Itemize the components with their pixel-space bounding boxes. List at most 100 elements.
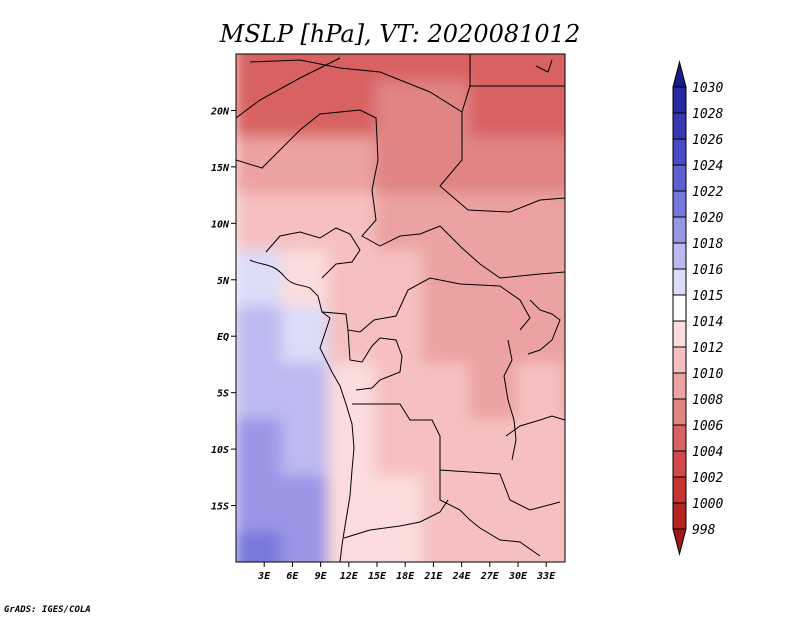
chart-title: MSLP [hPa], VT: 2020081012 <box>219 20 580 48</box>
field-cell <box>328 136 379 198</box>
field-cell <box>469 136 520 198</box>
y-tick-label: 20N <box>210 106 230 117</box>
x-tick-label: 3E <box>257 571 271 582</box>
colorbar-swatch <box>672 398 687 426</box>
field-cell <box>375 418 426 480</box>
field-cell <box>469 249 520 310</box>
field-cell <box>469 193 520 254</box>
x-tick-label: 24E <box>452 571 472 582</box>
y-tick-label: 10S <box>211 445 229 456</box>
field-cell <box>516 249 565 310</box>
field-cell <box>236 136 285 198</box>
field-cell <box>375 475 426 536</box>
field-cell <box>469 418 520 480</box>
field-cell <box>563 306 565 367</box>
country-borders <box>236 54 565 562</box>
field-cell <box>422 418 473 480</box>
field-cell <box>563 136 565 198</box>
x-tick-label: 15E <box>368 571 387 582</box>
field-cell <box>563 418 565 480</box>
field-cell <box>422 249 473 310</box>
field-cell <box>375 362 426 423</box>
colorbar-swatch <box>672 450 687 478</box>
field-cell <box>281 531 332 562</box>
field-cell <box>563 54 565 85</box>
field-cell <box>281 362 332 423</box>
field-cell <box>281 418 332 480</box>
colorbar-swatch <box>672 476 687 504</box>
field-cell <box>516 193 565 254</box>
x-tick-label: 9E <box>315 571 328 582</box>
field-cell <box>375 136 426 198</box>
field-cell <box>422 193 473 254</box>
field-cell <box>516 475 565 536</box>
colorbar-swatch <box>672 320 687 348</box>
field-cell <box>422 136 473 198</box>
grads-credit: GrADS: IGES/COLA <box>4 605 91 615</box>
colorbar-label: 1026 <box>692 133 723 148</box>
field-cell <box>422 80 473 141</box>
field-cell <box>328 362 379 423</box>
colorbar-swatch <box>672 112 687 140</box>
field-cell <box>236 306 285 367</box>
x-tick-label: 21E <box>423 571 443 582</box>
field-cell <box>236 80 285 141</box>
colorbar-swatch <box>672 164 687 192</box>
colorbar-swatch <box>672 242 687 270</box>
field-cell <box>375 54 426 85</box>
colorbar-swatch <box>672 190 687 218</box>
colorbar-label: 1004 <box>692 445 723 460</box>
field-cell <box>469 80 520 141</box>
colorbar-swatch <box>672 424 687 452</box>
field-cell <box>563 475 565 536</box>
field-cell <box>563 80 565 141</box>
field-cell <box>469 306 520 367</box>
colorbar: 1030 1028 1026 1024 1022 1020 1018 1016 1015 1014… <box>672 60 723 556</box>
field-cell <box>563 362 565 423</box>
field-cell <box>516 136 565 198</box>
field-cell <box>516 418 565 480</box>
colorbar-swatch <box>672 138 687 166</box>
pressure-field <box>236 54 565 562</box>
colorbar-label: 998 <box>692 523 716 538</box>
colorbar-swatch <box>672 216 687 244</box>
colorbar-swatch <box>672 268 687 296</box>
colorbar-label: 1018 <box>692 237 723 252</box>
field-cell <box>281 80 332 141</box>
field-cell <box>563 193 565 254</box>
field-cell <box>281 54 332 85</box>
field-cell <box>281 136 332 198</box>
colorbar-swatch <box>672 346 687 374</box>
colorbar-bottom-arrow <box>672 528 687 556</box>
x-tick-label: 18E <box>396 571 415 582</box>
colorbar-swatch <box>672 294 687 322</box>
field-cell <box>422 531 473 562</box>
field-cell <box>236 531 285 562</box>
y-axis: 20N 15N 10N 5N EQ 5S 10S 15S <box>210 106 236 513</box>
colorbar-label: 1002 <box>692 471 723 486</box>
colorbar-label: 1010 <box>692 367 723 382</box>
colorbar-label: 1014 <box>692 315 723 330</box>
x-axis: 3E 6E 9E 12E 15E 18E 21E 24E 27E 30E 33E <box>257 562 556 582</box>
x-tick-label: 6E <box>286 571 299 582</box>
field-cell <box>375 249 426 310</box>
y-tick-label: EQ <box>217 332 229 343</box>
field-cell <box>328 249 379 310</box>
field-cell <box>281 475 332 536</box>
colorbar-label: 1008 <box>692 393 723 408</box>
y-tick-label: 5N <box>217 276 230 287</box>
x-tick-label: 33E <box>536 571 556 582</box>
field-cell <box>469 54 520 85</box>
colorbar-label: 1022 <box>692 185 723 200</box>
field-cell <box>516 54 565 85</box>
x-tick-label: 27E <box>480 571 500 582</box>
field-cell <box>236 475 285 536</box>
field-cell <box>281 249 332 310</box>
field-cell <box>563 249 565 310</box>
colorbar-label: 1015 <box>692 289 723 304</box>
colorbar-swatch <box>672 372 687 400</box>
field-cell <box>422 306 473 367</box>
field-cell <box>236 362 285 423</box>
field-cell <box>516 362 565 423</box>
